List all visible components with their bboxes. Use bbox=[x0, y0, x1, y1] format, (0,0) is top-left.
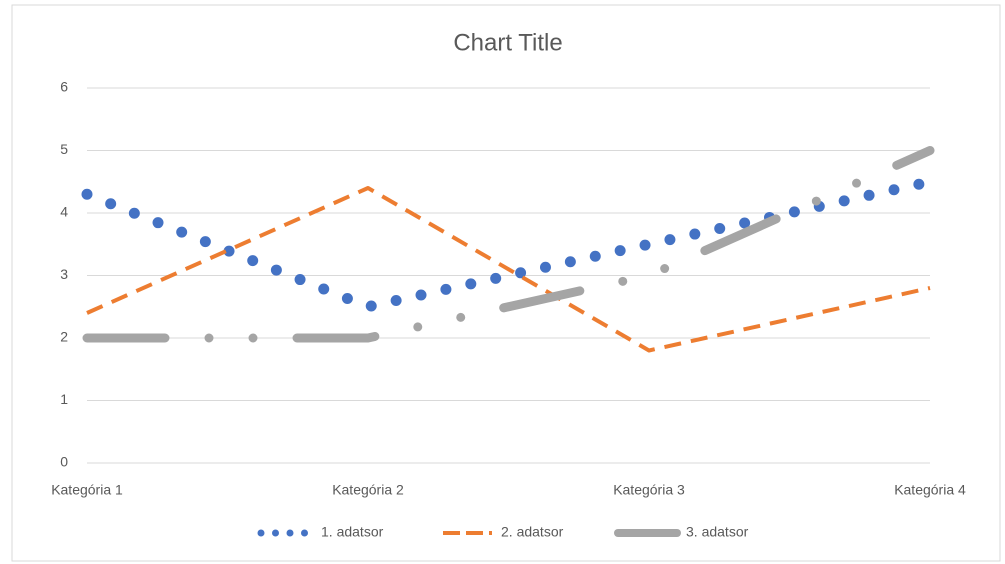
legend-label: 2. adatsor bbox=[501, 524, 564, 540]
y-tick-label: 3 bbox=[60, 266, 68, 282]
x-tick-label: Kategória 2 bbox=[332, 482, 404, 498]
series-line bbox=[86, 186, 931, 353]
chart-title: Chart Title bbox=[453, 29, 562, 56]
chart-frame bbox=[11, 4, 1001, 562]
series-line bbox=[81, 176, 936, 313]
y-tick-label: 4 bbox=[60, 204, 68, 220]
legend-label: 1. adatsor bbox=[321, 524, 384, 540]
series-line bbox=[82, 146, 935, 343]
y-tick-label: 6 bbox=[60, 79, 68, 95]
y-tick-label: 2 bbox=[60, 329, 68, 345]
y-tick-label: 1 bbox=[60, 391, 68, 407]
x-tick-label: Kategória 3 bbox=[613, 482, 685, 498]
x-tick-label: Kategória 4 bbox=[894, 482, 966, 498]
y-tick-label: 5 bbox=[60, 141, 68, 157]
legend-label: 3. adatsor bbox=[686, 524, 749, 540]
x-tick-label: Kategória 1 bbox=[51, 482, 123, 498]
y-tick-label: 0 bbox=[60, 454, 68, 470]
